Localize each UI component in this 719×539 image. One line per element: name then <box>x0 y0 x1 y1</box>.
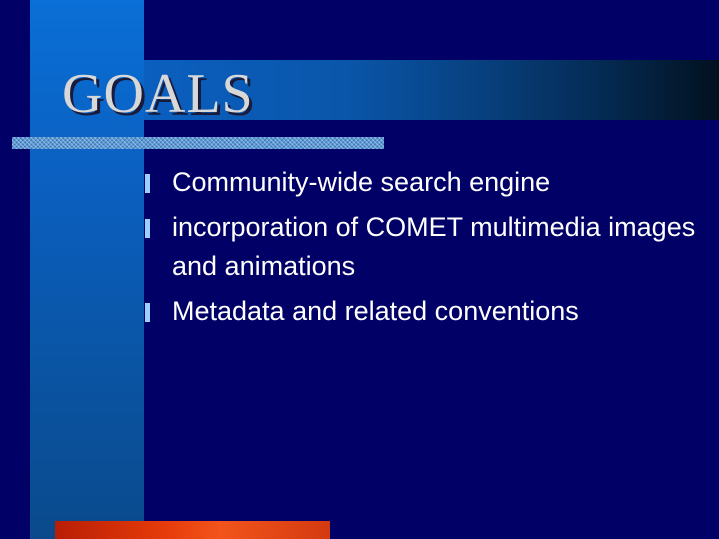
bullet-item: incorporation of COMET multimedia images… <box>140 208 710 286</box>
bar-bullet-icon <box>145 219 150 238</box>
left-vertical-bar <box>30 0 144 539</box>
title-band <box>144 60 719 120</box>
bullet-text: Metadata and related conventions <box>172 296 579 326</box>
bullet-item: Metadata and related conventions <box>140 292 710 331</box>
slide-title: GOALS <box>62 63 254 125</box>
bullet-list: Community-wide search engine incorporati… <box>140 163 710 337</box>
bullet-item: Community-wide search engine <box>140 163 710 202</box>
bar-bullet-icon <box>145 303 150 322</box>
bullet-text: Community-wide search engine <box>172 167 551 197</box>
bottom-accent-bar <box>55 521 330 539</box>
dotted-divider <box>12 137 384 149</box>
bullet-text: incorporation of COMET multimedia images… <box>172 212 696 281</box>
bar-bullet-icon <box>145 174 150 193</box>
